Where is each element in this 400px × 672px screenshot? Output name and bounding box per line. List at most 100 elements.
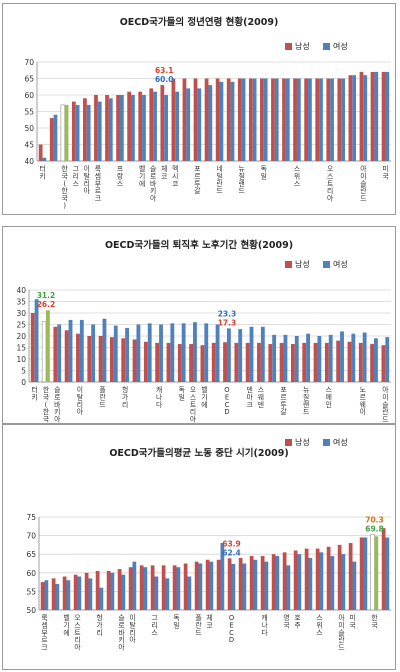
bar-female (252, 78, 257, 161)
bar-male (160, 85, 165, 161)
bar-male (293, 78, 297, 161)
chart-title: OECD국가들의 정년연령 현황(2009) (120, 16, 279, 28)
bar-male (128, 567, 133, 610)
bar-male (302, 342, 307, 382)
bar-female (170, 323, 175, 382)
bar-female (285, 78, 290, 161)
bar-male (282, 78, 286, 161)
bar-male (121, 338, 126, 382)
y-tick-label: 70 (26, 532, 36, 541)
bar-female (91, 324, 96, 382)
data-label: 31.2 (37, 291, 56, 300)
chart-title: OECD국가들의 퇴직후 노후기간 현황(2009) (105, 239, 293, 251)
bar-female (253, 559, 258, 610)
bar-female (385, 537, 390, 610)
bar-male (245, 342, 250, 382)
bar-female (99, 587, 104, 610)
data-label: 62.4 (222, 548, 241, 557)
bar-male (290, 344, 295, 382)
bar-male (182, 78, 187, 161)
y-tick-label: 75 (26, 513, 36, 522)
bar-female (351, 333, 356, 382)
bar-female (45, 310, 50, 382)
bar-female (77, 576, 82, 610)
bar-female (219, 81, 224, 161)
retirement-age-chart: OECD국가들의 정년연령 현황(2009) 40 45 50 55 60 65 70 63.1… (24, 16, 391, 210)
y-tick-label: 60 (26, 569, 36, 578)
bar-female (286, 565, 291, 610)
bar-male (143, 341, 148, 382)
bar-female (159, 324, 163, 382)
bar-female (197, 88, 202, 161)
bar-female (249, 326, 254, 382)
bar-male (183, 563, 188, 610)
bar-female (263, 78, 268, 161)
chart-panel-post-retirement-period: OECD국가들의 퇴직후 노후기간 현황(2009) 0 5 10 15 20 25 30 35… (2, 226, 396, 424)
bar-male (171, 78, 176, 161)
bar-female (44, 580, 49, 610)
bar-female (193, 322, 197, 382)
bar-female (125, 327, 130, 382)
bar-male (73, 574, 78, 610)
data-label: 63.9 (222, 539, 241, 548)
y-tick-label: 55 (24, 108, 34, 117)
legend-swatch-female (323, 439, 330, 446)
bar-male (304, 78, 309, 161)
bar-female (64, 104, 69, 161)
y-tick-label: 60 (24, 91, 34, 100)
chart-title: OECD국가들의평균 노동 중단 시기(2009) (109, 447, 288, 459)
data-label: 17.3 (218, 318, 237, 327)
y-tick-label: 35 (16, 298, 26, 307)
bar-male (116, 95, 120, 161)
legend-label-female: 여성 (333, 259, 348, 269)
chart-panel-labor-exit-age: OECD국가들의평균 노동 중단 시기(2009) 50 55 60 65 70 75 63.… (2, 424, 396, 670)
y-tick-label: 5 (21, 367, 26, 376)
bar-male (155, 342, 160, 382)
bar-male (177, 344, 182, 382)
bar-male (337, 544, 342, 610)
bar-female (296, 78, 301, 161)
bar-female (231, 563, 236, 610)
bar-female (143, 567, 148, 610)
bar-female (147, 323, 152, 382)
bar-female (297, 554, 302, 610)
bar-female (88, 578, 93, 610)
bar-female (241, 78, 246, 161)
bar-male (38, 144, 43, 161)
bar-female (230, 81, 235, 161)
bar-female (75, 104, 80, 161)
bar-female (102, 318, 107, 382)
bar-female (306, 333, 311, 382)
y-tick-label: 55 (26, 587, 36, 596)
bar-female (238, 329, 243, 382)
bar-male (227, 558, 232, 610)
bar-female (142, 95, 146, 161)
bar-female (220, 543, 225, 610)
x-tick-label: 한국(한국) (43, 386, 49, 423)
bar-female (175, 91, 180, 161)
bar-female (363, 75, 368, 161)
bar-male (271, 78, 275, 161)
bar-female (68, 319, 73, 382)
legend-label-male: 남성 (295, 438, 310, 447)
chart-panel-retirement-age: OECD국가들의 정년연령 현황(2009) 40 45 50 55 60 65 70 63.1… (2, 3, 396, 215)
bar-male (200, 345, 205, 382)
